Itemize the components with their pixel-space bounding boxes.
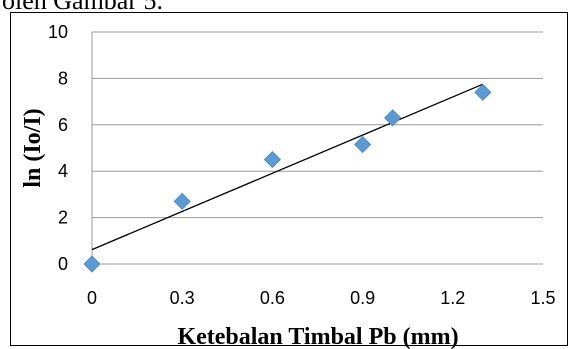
- x-axis-title: Ketebalan Timbal Pb (mm): [177, 324, 458, 349]
- x-tick-label: 1.5: [530, 288, 555, 308]
- x-tick-label: 0.9: [350, 288, 375, 308]
- chart-frame: [10, 12, 568, 346]
- y-axis-title: ln (Io/I): [20, 108, 46, 187]
- data-points: [83, 83, 492, 273]
- y-tick-label: 2: [58, 208, 68, 228]
- x-tick-label: 0: [87, 288, 97, 308]
- trendline-group: [91, 83, 484, 251]
- x-tick-label: 0.6: [260, 288, 285, 308]
- data-point: [384, 109, 402, 127]
- data-point: [354, 135, 372, 154]
- data-point: [474, 83, 492, 101]
- trendline: [91, 83, 484, 251]
- data-point: [83, 255, 101, 273]
- x-tick-label: 0.3: [170, 288, 195, 308]
- top-text: oleh Gambar 5.: [2, 0, 164, 15]
- y-tick-label: 4: [58, 161, 68, 181]
- x-tick-labels: 0 0.3 0.6 0.9 1.2 1.5: [87, 288, 556, 308]
- y-tick-labels: 0 2 4 6 8 10: [48, 22, 68, 274]
- y-tick-label: 6: [58, 115, 68, 135]
- y-tick-label: 8: [58, 68, 68, 88]
- y-tick-label: 10: [48, 22, 68, 42]
- data-point: [173, 192, 191, 210]
- data-point: [263, 151, 281, 169]
- y-tick-label: 0: [58, 254, 68, 274]
- gridlines: [91, 31, 543, 265]
- x-tick-label: 1.2: [440, 288, 465, 308]
